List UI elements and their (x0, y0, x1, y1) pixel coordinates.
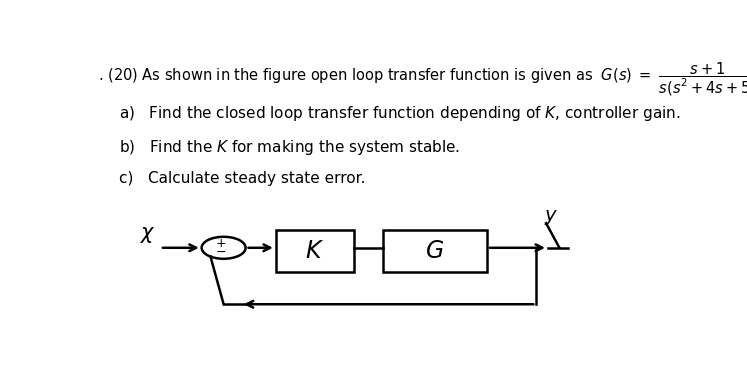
Text: $K$: $K$ (306, 240, 324, 264)
Text: $\chi$: $\chi$ (140, 225, 156, 245)
Bar (383, 230, 487, 272)
Text: a)   Find the closed loop transfer function depending of $\mathbf{\mathit{K}}$, : a) Find the closed loop transfer functio… (120, 105, 681, 123)
Text: +: + (215, 237, 226, 250)
Text: b)   Find the $\mathbf{\mathit{K}}$ for making the system stable.: b) Find the $\mathbf{\mathit{K}}$ for ma… (120, 138, 460, 157)
Text: c)   Calculate steady state error.: c) Calculate steady state error. (120, 171, 366, 186)
Text: $G$: $G$ (425, 240, 444, 264)
Text: −: − (215, 246, 226, 259)
Bar (276, 230, 354, 272)
Text: . (20) As shown in the figure open loop transfer function is given as  $G(s)\ =\: . (20) As shown in the figure open loop … (98, 61, 747, 98)
Text: $y$: $y$ (544, 208, 558, 227)
